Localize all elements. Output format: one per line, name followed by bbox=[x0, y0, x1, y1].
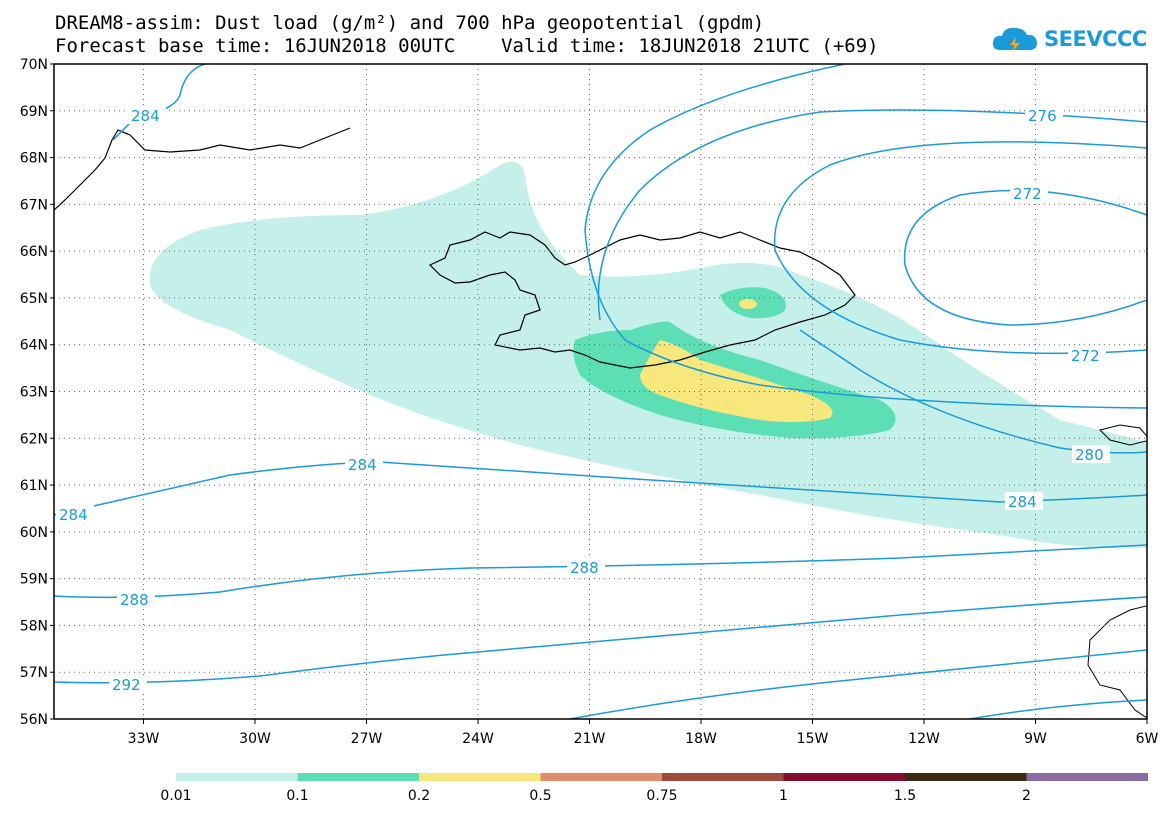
lon-label: 6W bbox=[1136, 731, 1159, 747]
colorbar-label: 0.2 bbox=[408, 788, 430, 804]
lat-label: 66N bbox=[20, 244, 48, 260]
colorbar-swatch bbox=[662, 773, 784, 781]
contour-label: 276 bbox=[1028, 107, 1057, 125]
contour-label: 272 bbox=[1013, 185, 1042, 203]
lon-label: 27W bbox=[351, 731, 383, 747]
contour-272-outer bbox=[773, 141, 1147, 355]
lat-label: 61N bbox=[20, 478, 48, 494]
contour-label: 288 bbox=[570, 559, 599, 577]
lat-label: 67N bbox=[20, 197, 48, 213]
contour-ridge bbox=[584, 64, 1147, 409]
contour-284 bbox=[54, 461, 1147, 516]
faroe-coastline bbox=[1099, 424, 1147, 446]
colorbar bbox=[176, 773, 1148, 781]
lat-label: 62N bbox=[20, 431, 48, 447]
lon-label: 12W bbox=[908, 731, 940, 747]
colorbar-swatch bbox=[783, 773, 905, 781]
contour-label: 284 bbox=[348, 456, 377, 474]
logo-text: SEEVCCC bbox=[1044, 27, 1147, 51]
contour-292 bbox=[54, 596, 1147, 684]
lat-label: 58N bbox=[20, 618, 48, 634]
colorbar-label: 0.5 bbox=[529, 788, 551, 804]
lat-label: 68N bbox=[20, 151, 48, 167]
colorbar-swatch bbox=[176, 773, 298, 781]
colorbar-label: 0.1 bbox=[286, 788, 308, 804]
contour-sw2 bbox=[969, 699, 1147, 719]
greenland-coastline bbox=[54, 127, 351, 211]
contour-276 bbox=[597, 109, 1147, 321]
cloud-logo-icon bbox=[992, 27, 1037, 51]
contour-label: 284 bbox=[131, 107, 160, 125]
lat-label: 69N bbox=[20, 104, 48, 120]
lat-label: 57N bbox=[20, 665, 48, 681]
lat-label: 56N bbox=[20, 712, 48, 728]
iceland-coastline bbox=[428, 231, 856, 369]
contour-288 bbox=[54, 544, 1147, 599]
contour-272-inner bbox=[903, 189, 1147, 326]
contour-label: 292 bbox=[112, 676, 141, 694]
lat-label: 63N bbox=[20, 385, 48, 401]
contour-label: 284 bbox=[59, 506, 88, 524]
lat-label: 59N bbox=[20, 572, 48, 588]
colorbar-swatch bbox=[297, 773, 419, 781]
contour-sw bbox=[569, 649, 1147, 719]
contour-label: 284 bbox=[1008, 493, 1037, 511]
colorbar-swatch bbox=[905, 773, 1027, 781]
title-line-1: DREAM8-assim: Dust load (g/m²) and 700 h… bbox=[55, 12, 765, 34]
lon-label: 18W bbox=[685, 731, 717, 747]
colorbar-label: 0.75 bbox=[646, 788, 677, 804]
colorbar-label: 0.01 bbox=[160, 788, 191, 804]
lon-label: 30W bbox=[239, 731, 271, 747]
contour-label: 272 bbox=[1071, 347, 1100, 365]
dust-area-02-b bbox=[739, 299, 757, 309]
lat-label: 64N bbox=[20, 338, 48, 354]
lon-label: 33W bbox=[128, 731, 160, 747]
lat-label: 60N bbox=[20, 525, 48, 541]
lon-label: 21W bbox=[574, 731, 606, 747]
dust-area-02 bbox=[640, 340, 833, 423]
lon-label: 24W bbox=[462, 731, 494, 747]
scotland-coastline bbox=[1087, 605, 1147, 719]
colorbar-swatch bbox=[419, 773, 541, 781]
contour-label: 280 bbox=[1075, 446, 1104, 464]
lon-label: 9W bbox=[1024, 731, 1047, 747]
colorbar-swatch bbox=[540, 773, 662, 781]
contour-label: 288 bbox=[120, 591, 149, 609]
contour-284-nw bbox=[112, 64, 206, 141]
lat-label: 65N bbox=[20, 291, 48, 307]
colorbar-label: 1 bbox=[779, 788, 788, 804]
lat-label: 70N bbox=[20, 57, 48, 73]
title-line-2: Forecast base time: 16JUN2018 00UTC Vali… bbox=[55, 35, 879, 57]
lon-label: 15W bbox=[797, 731, 829, 747]
colorbar-label: 2 bbox=[1022, 788, 1031, 804]
colorbar-swatch bbox=[1026, 773, 1148, 781]
colorbar-label: 1.5 bbox=[894, 788, 916, 804]
